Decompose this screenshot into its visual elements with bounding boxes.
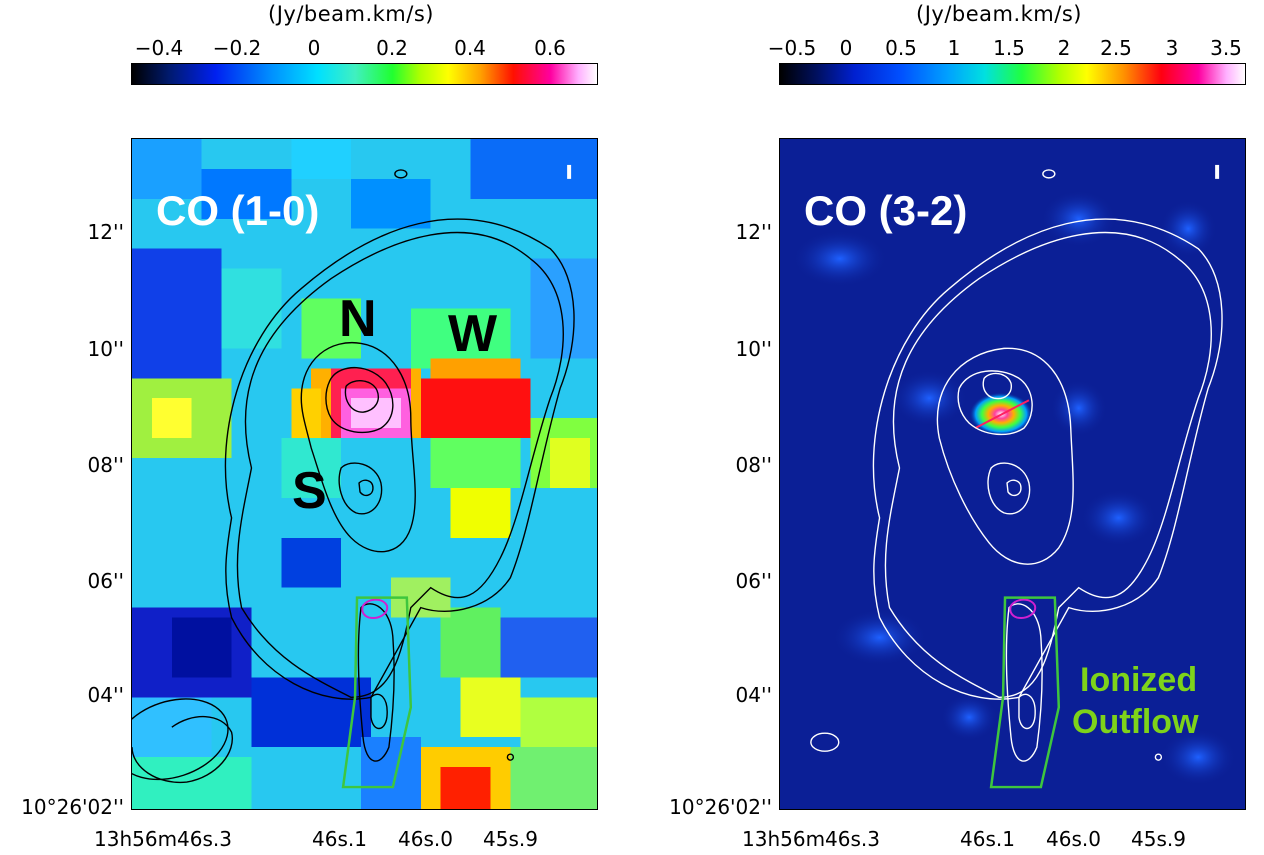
right-colorbar-tick: 0.5 — [885, 36, 917, 60]
outflow-annotation-line1: Ionized — [1080, 661, 1198, 699]
left-colorbar-title: (Jy/beam.km/s) — [268, 2, 434, 26]
right-y-tick: 08'' — [735, 453, 772, 477]
right-colorbar-tick: 3.5 — [1210, 36, 1242, 60]
right-colorbar-title: (Jy/beam.km/s) — [916, 2, 1082, 26]
left-colorbar-tick: 0.2 — [376, 36, 408, 60]
left-colorbar-tick: −0.2 — [212, 36, 262, 60]
region-label-w: W — [448, 305, 498, 363]
left-x-tick: 45s.9 — [483, 827, 538, 851]
co10-map: CO (1-0) N W S — [131, 138, 598, 810]
co10-map-image — [132, 139, 597, 809]
right-colorbar — [779, 63, 1246, 85]
right-panel: (Jy/beam.km/s) −0.5 0 0.5 1 1.5 2 2.5 3 … — [632, 0, 1264, 855]
right-colorbar-tick: 0 — [839, 36, 853, 60]
co32-map: CO (3-2) Ionized Outflow — [779, 138, 1246, 810]
outflow-annotation-line2: Outflow — [1072, 703, 1199, 741]
left-colorbar-tick: 0.6 — [534, 36, 566, 60]
left-x-tick: 13h56m46s.3 — [94, 827, 233, 851]
co10-map-label: CO (1-0) — [156, 187, 320, 234]
right-y-origin: 10°26'02'' — [669, 795, 772, 819]
right-x-tick: 45s.9 — [1131, 827, 1186, 851]
left-y-tick: 10'' — [87, 337, 124, 361]
left-x-tick: 46s.1 — [312, 827, 367, 851]
left-y-tick: 08'' — [87, 453, 124, 477]
right-colorbar-tick: 2.5 — [1100, 36, 1132, 60]
co32-map-image — [780, 139, 1245, 809]
right-x-tick: 46s.0 — [1046, 827, 1101, 851]
left-colorbar — [131, 63, 598, 85]
right-colorbar-tick: 1 — [947, 36, 961, 60]
left-colorbar-tick: 0.4 — [454, 36, 486, 60]
left-y-tick: 06'' — [87, 569, 124, 593]
right-x-tick: 13h56m46s.3 — [742, 827, 881, 851]
left-y-tick: 04'' — [87, 683, 124, 707]
right-y-tick: 12'' — [735, 220, 772, 244]
left-colorbar-tick: −0.4 — [134, 36, 184, 60]
right-y-tick: 04'' — [735, 683, 772, 707]
right-colorbar-tick: 2 — [1057, 36, 1071, 60]
right-y-tick: 10'' — [735, 337, 772, 361]
right-colorbar-tick: −0.5 — [767, 36, 817, 60]
left-panel: (Jy/beam.km/s) −0.4 −0.2 0 0.2 0.4 0.6 — [21, 2, 598, 851]
region-label-s: S — [292, 462, 327, 520]
left-colorbar-tick: 0 — [307, 36, 321, 60]
left-x-tick: 46s.0 — [398, 827, 453, 851]
right-colorbar-tick: 3 — [1165, 36, 1179, 60]
right-x-tick: 46s.1 — [960, 827, 1015, 851]
left-y-origin: 10°26'02'' — [21, 795, 124, 819]
left-y-tick: 12'' — [87, 220, 124, 244]
right-colorbar-tick: 1.5 — [993, 36, 1025, 60]
region-label-n: N — [339, 290, 377, 348]
right-y-tick: 06'' — [735, 569, 772, 593]
co32-map-label: CO (3-2) — [804, 187, 968, 234]
